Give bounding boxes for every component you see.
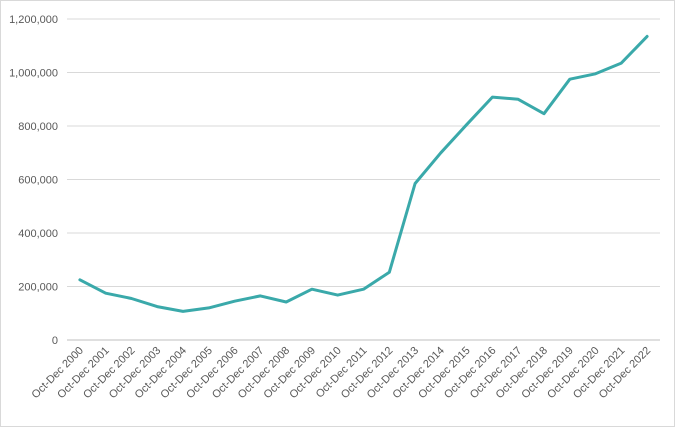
data-point <box>517 98 520 101</box>
data-point <box>259 294 262 297</box>
y-tick-label: 800,000 <box>18 121 58 133</box>
data-point <box>78 278 81 281</box>
gridlines <box>67 18 660 341</box>
data-point <box>491 96 494 99</box>
data-point <box>130 297 133 300</box>
data-point <box>542 112 545 115</box>
data-point <box>336 294 339 297</box>
series-line <box>78 34 649 313</box>
data-point <box>207 306 210 309</box>
data-point <box>568 78 571 81</box>
data-point <box>233 300 236 303</box>
y-axis-tick-labels: 0 200,000 400,000 600,000 800,000 1,000,000 1,… <box>9 14 58 347</box>
data-point <box>414 182 417 185</box>
y-tick-label: 1,000,000 <box>9 68 58 80</box>
y-tick-label: 400,000 <box>18 228 58 240</box>
series <box>78 34 649 313</box>
y-tick-label: 1,200,000 <box>9 14 58 26</box>
data-point <box>620 62 623 65</box>
data-point <box>646 35 649 38</box>
y-tick-label: 200,000 <box>18 282 58 294</box>
data-point <box>465 123 468 126</box>
data-point <box>388 271 391 274</box>
data-point <box>104 292 107 295</box>
data-point <box>362 288 365 291</box>
y-tick-label: 600,000 <box>18 175 58 187</box>
data-point <box>182 310 185 313</box>
data-point <box>285 301 288 304</box>
data-point <box>439 151 442 154</box>
data-point <box>310 288 313 291</box>
data-point <box>594 72 597 75</box>
y-tick-label: 0 <box>52 335 58 347</box>
data-point <box>156 305 159 308</box>
